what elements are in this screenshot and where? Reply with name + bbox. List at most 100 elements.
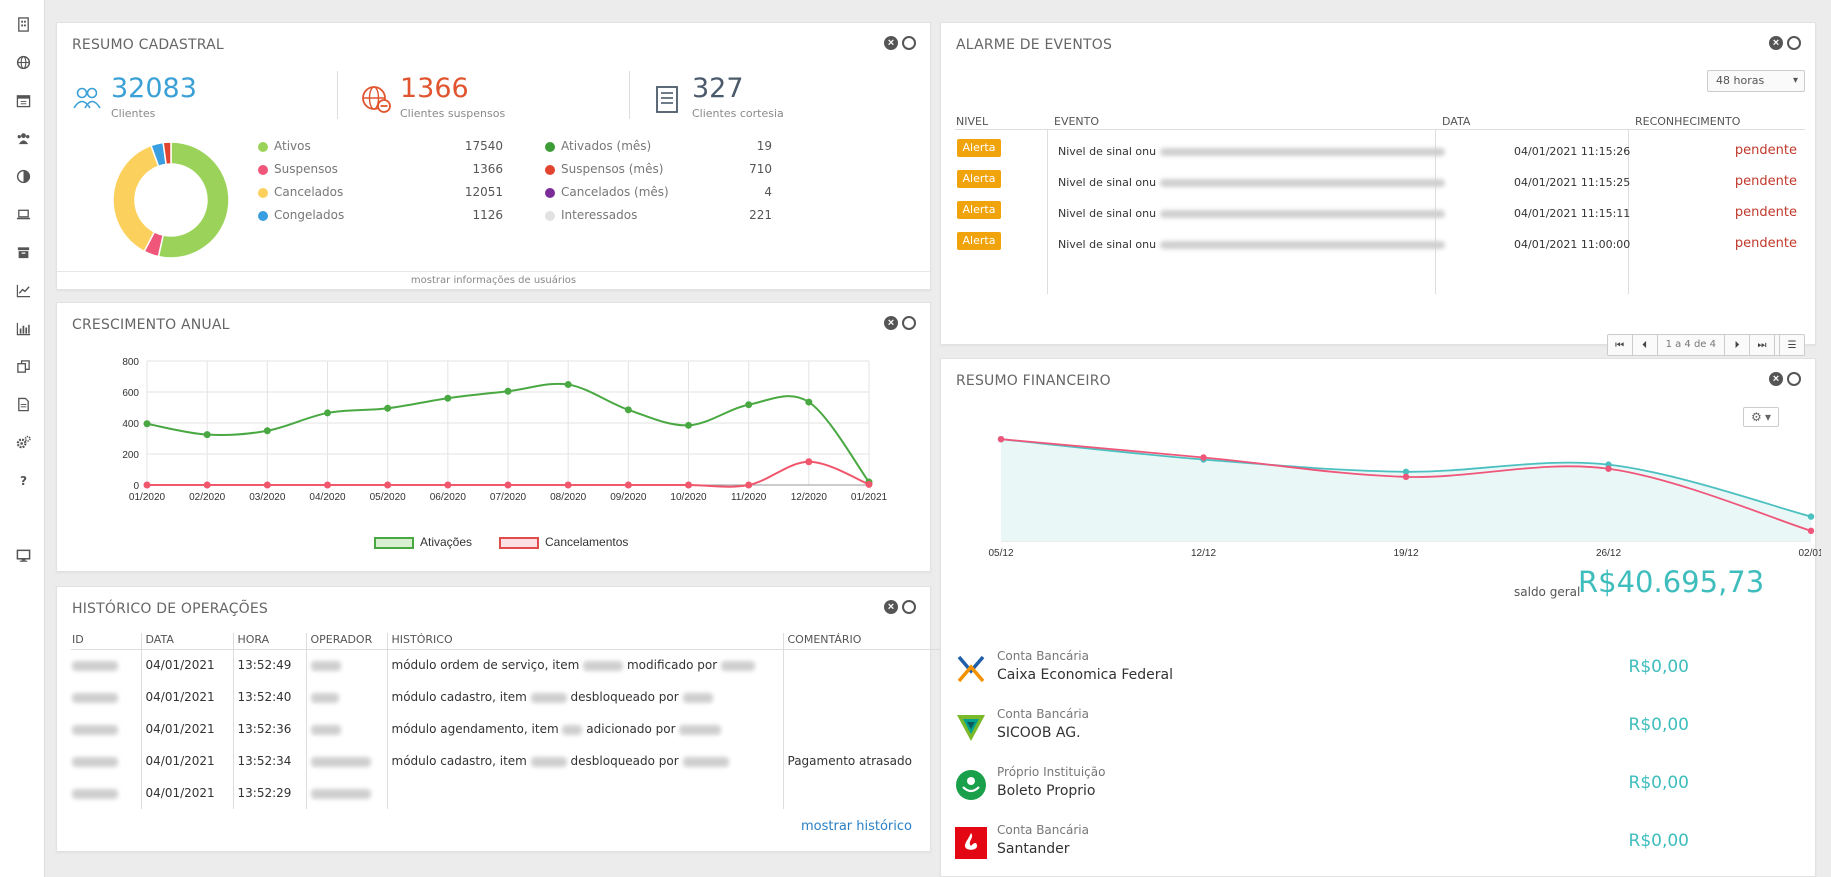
account-row[interactable]: Conta Bancária SICOOB AG. R$0,00 <box>955 707 1815 747</box>
stat-clientes[interactable]: 32083 Clientes <box>71 73 291 129</box>
alarm-status[interactable]: pendente <box>1734 236 1797 251</box>
data-point[interactable] <box>384 481 392 489</box>
data-point[interactable] <box>504 481 512 489</box>
list-icon[interactable]: ☰ <box>1779 335 1804 355</box>
building-icon[interactable] <box>13 14 33 34</box>
data-point[interactable] <box>685 481 692 489</box>
period-select[interactable]: 48 horas ▾ <box>1707 70 1805 92</box>
data-point[interactable] <box>1200 454 1207 461</box>
alarm-row[interactable]: Alerta Nivel de sinal onu 04/01/2021 11:0… <box>941 232 1815 258</box>
data-point[interactable] <box>564 381 572 389</box>
legend-item[interactable]: Cancelados 12051 <box>258 185 503 201</box>
archive-icon[interactable] <box>13 242 33 262</box>
collapse-icon[interactable] <box>902 316 916 330</box>
data-point[interactable] <box>745 481 753 489</box>
last-page-icon[interactable]: ⏭ <box>1750 335 1775 355</box>
table-row[interactable]: 04/01/2021 13:52:36 módulo agendamento, it… <box>71 713 973 745</box>
data-point[interactable] <box>1402 468 1410 475</box>
alarm-status[interactable]: pendente <box>1734 143 1797 158</box>
data-point[interactable] <box>384 404 392 412</box>
data-point[interactable] <box>263 481 271 489</box>
legend-item[interactable]: Ativos 17540 <box>258 139 503 155</box>
laptop-icon[interactable] <box>13 204 33 224</box>
data-point[interactable] <box>324 481 331 489</box>
table-row[interactable]: 04/01/2021 13:52:34 módulo cadastro, item … <box>71 745 973 777</box>
data-point[interactable] <box>203 431 211 439</box>
settings-dropdown-button[interactable]: ⚙ ▾ <box>1743 407 1779 427</box>
data-point[interactable] <box>564 481 572 489</box>
gears-icon[interactable] <box>13 432 33 452</box>
data-point[interactable] <box>745 401 753 409</box>
data-point[interactable] <box>444 394 452 402</box>
legend-item[interactable]: Cancelados (mês) 4 <box>545 185 772 201</box>
data-point[interactable] <box>685 421 692 429</box>
alarm-status[interactable]: pendente <box>1734 174 1797 189</box>
close-icon[interactable]: × <box>884 36 898 50</box>
globe-icon[interactable] <box>13 52 33 72</box>
donut-slice-suspensos-m-s-[interactable] <box>162 141 172 166</box>
data-point[interactable] <box>865 480 873 488</box>
table-row[interactable]: 04/01/2021 13:52:49 módulo ordem de serviç… <box>71 649 973 681</box>
data-point[interactable] <box>203 481 211 489</box>
legend-item[interactable]: Congelados 1126 <box>258 208 503 224</box>
data-point[interactable] <box>444 481 452 489</box>
data-point[interactable] <box>143 481 151 489</box>
data-point[interactable] <box>805 458 813 466</box>
data-point[interactable] <box>1605 465 1612 472</box>
data-point[interactable] <box>624 481 632 489</box>
mostrar-usuarios-link[interactable]: mostrar informações de usuários <box>57 271 930 289</box>
alarm-row[interactable]: Alerta Nivel de sinal onu 04/01/2021 11:1… <box>941 201 1815 227</box>
collapse-icon[interactable] <box>902 600 916 614</box>
copy-icon[interactable] <box>13 356 33 376</box>
data-point[interactable] <box>997 435 1005 443</box>
legend-item[interactable]: Ativados (mês) 19 <box>545 139 772 155</box>
close-icon[interactable]: × <box>1769 36 1783 50</box>
legend-item[interactable]: Interessados 221 <box>545 208 772 224</box>
data-point[interactable] <box>1402 473 1410 481</box>
account-row[interactable]: Próprio Instituição Boleto Proprio R$0,00 <box>955 765 1815 805</box>
data-point[interactable] <box>1807 513 1815 520</box>
stat-suspensos[interactable]: 1366 Clientes suspensos <box>360 73 580 129</box>
collapse-icon[interactable] <box>1787 36 1801 50</box>
legend-item[interactable]: Suspensos 1366 <box>258 162 503 178</box>
data-point[interactable] <box>805 398 813 406</box>
contrast-icon[interactable] <box>13 166 33 186</box>
monitor-icon[interactable] <box>13 545 33 565</box>
crescimento-line-chart: 800 600 400 200 001/2020 02/2020 03/2020 04/202… <box>122 357 887 503</box>
table-row[interactable]: 04/01/2021 13:52:29 <box>71 777 973 809</box>
prev-page-icon[interactable]: ⏴ <box>1633 335 1658 355</box>
account-row[interactable]: Conta Bancária Santander R$0,00 <box>955 823 1815 863</box>
data-point[interactable] <box>1807 527 1815 535</box>
first-page-icon[interactable]: ⏮ <box>1608 335 1633 355</box>
alarm-row[interactable]: Alerta Nivel de sinal onu 04/01/2021 11:1… <box>941 170 1815 196</box>
close-icon[interactable]: × <box>1769 372 1783 386</box>
document-icon[interactable] <box>13 394 33 414</box>
question-icon[interactable]: ? <box>13 470 33 490</box>
collapse-icon[interactable] <box>1787 372 1801 386</box>
data-point[interactable] <box>324 409 331 417</box>
users-icon[interactable] <box>13 128 33 148</box>
table-row[interactable]: 04/01/2021 13:52:40 módulo cadastro, item … <box>71 681 973 713</box>
legend-item[interactable]: Suspensos (mês) 710 <box>545 162 772 178</box>
redacted-text <box>1159 179 1445 187</box>
bar-chart-icon[interactable] <box>13 318 33 338</box>
close-icon[interactable]: × <box>884 600 898 614</box>
alarm-row[interactable]: Alerta Nivel de sinal onu 04/01/2021 11:1… <box>941 139 1815 165</box>
account-name: Santander <box>997 841 1070 857</box>
collapse-icon[interactable] <box>902 36 916 50</box>
mostrar-historico-link[interactable]: mostrar histórico <box>800 819 912 834</box>
calendar-icon[interactable] <box>13 90 33 110</box>
donut-slice-cancelados[interactable] <box>112 144 160 253</box>
next-page-icon[interactable]: ⏵ <box>1725 335 1750 355</box>
stat-cortesia[interactable]: 327 Clientes cortesia <box>652 73 872 129</box>
line-chart-icon[interactable] <box>13 280 33 300</box>
data-point[interactable] <box>504 387 512 395</box>
close-icon[interactable]: × <box>884 316 898 330</box>
alarm-status[interactable]: pendente <box>1734 205 1797 220</box>
donut-slice-ativos[interactable] <box>157 141 230 259</box>
stat-value: 32083 <box>111 73 197 104</box>
data-point[interactable] <box>143 420 151 428</box>
account-row[interactable]: Conta Bancária Caixa Economica Federal R$0… <box>955 649 1815 689</box>
data-point[interactable] <box>624 406 632 414</box>
data-point[interactable] <box>263 427 271 435</box>
